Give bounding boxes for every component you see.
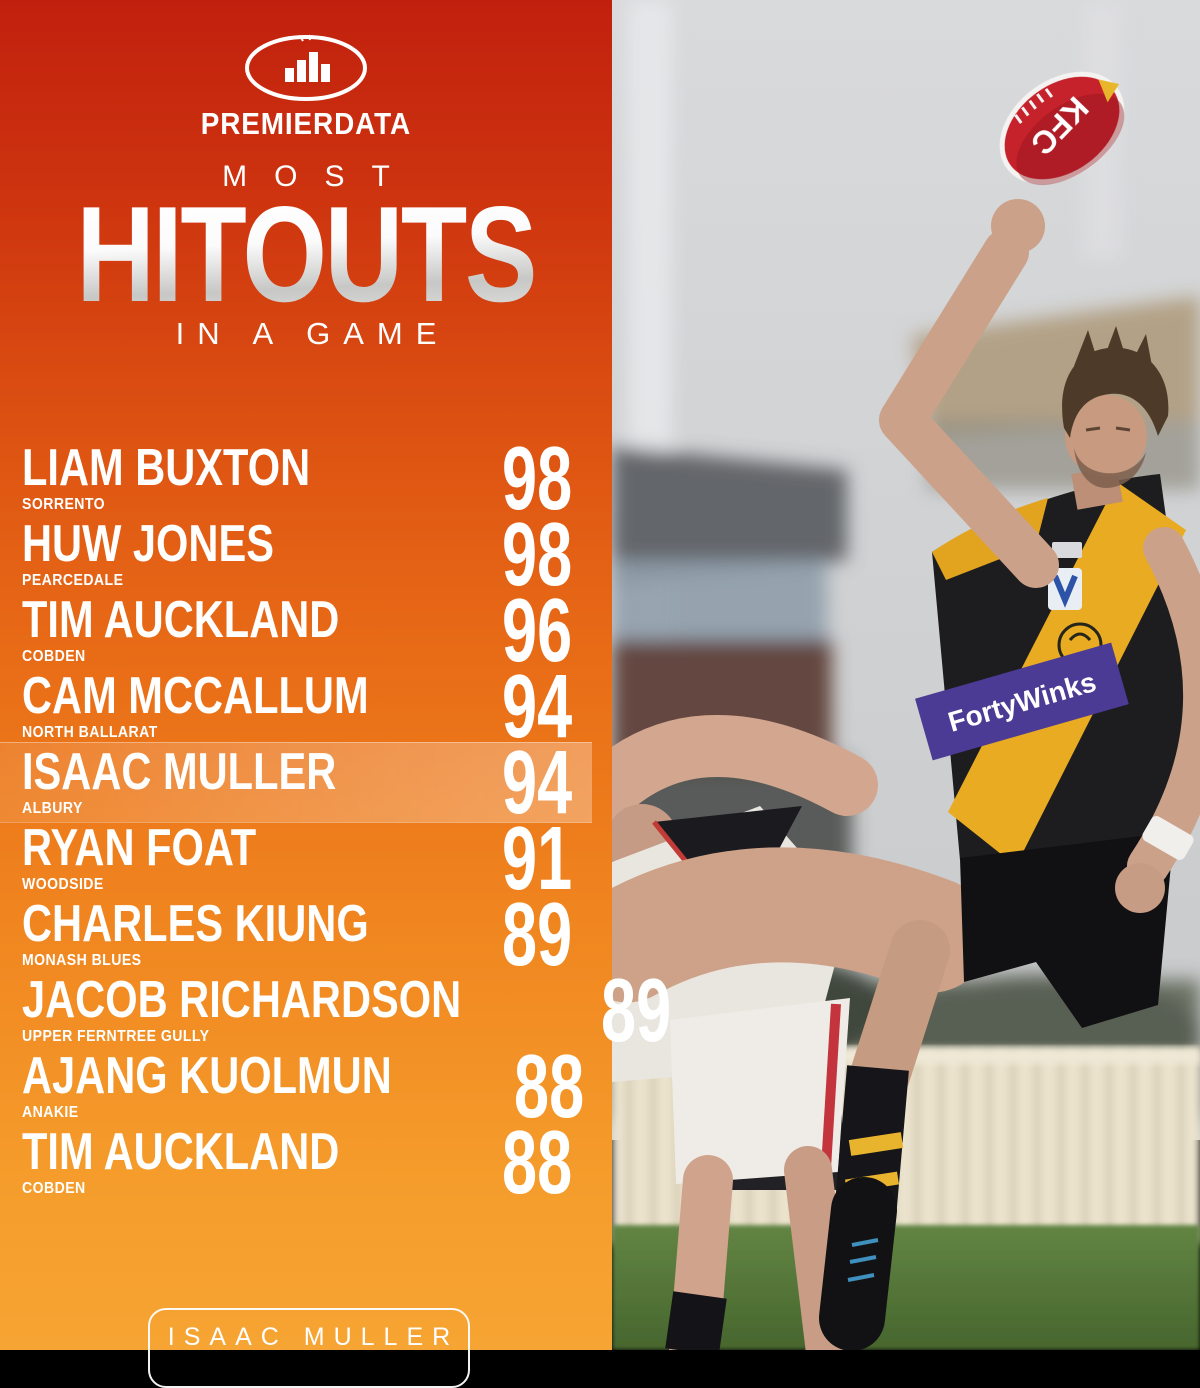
leaderboard-row: TIM AUCKLAND COBDEN 88 <box>0 1113 592 1213</box>
title-headline: HITOUTS <box>76 178 538 330</box>
player-name: LIAM BUXTON <box>22 439 311 497</box>
leaderboard-panel: PREMIERDATA MOST HITOUTS IN A GAME LIAM … <box>0 0 671 1388</box>
player-value: 88 <box>514 1037 585 1137</box>
leaderboard-row: CAM MCCALLUM NORTH BALLARAT 94 <box>0 657 592 757</box>
player-value: 94 <box>501 657 572 757</box>
player-club: WOODSIDE <box>22 875 104 893</box>
player-value: 91 <box>501 809 572 909</box>
premierdata-logo: PREMIERDATA <box>0 34 612 142</box>
player-name: ISAAC MULLER <box>22 743 337 801</box>
player-value: 98 <box>501 429 572 529</box>
leaderboard-row: LIAM BUXTON SORRENTO 98 <box>0 429 592 529</box>
player-name: CHARLES KIUNG <box>22 895 369 953</box>
leaderboard-row: JACOB RICHARDSON UPPER FERNTREE GULLY 89 <box>0 966 671 1056</box>
player-name: TIM AUCKLAND <box>22 591 340 649</box>
photo-illustration: FortyWinks KFC <box>612 0 1200 1350</box>
player-head <box>1062 326 1169 510</box>
player-name: HUW JONES <box>22 515 274 573</box>
leaderboard-row: AJANG KUOLMUN ANAKIE 88 <box>0 1037 592 1137</box>
player-club: PEARCEDALE <box>22 571 124 589</box>
leaderboard-row: HUW JONES PEARCEDALE 98 <box>0 505 592 605</box>
brand-name: PREMIERDATA <box>200 106 412 141</box>
main-player: FortyWinks <box>612 199 1200 1350</box>
wristband <box>1142 816 1194 860</box>
player-club: COBDEN <box>22 1179 86 1197</box>
player-name: AJANG KUOLMUN <box>22 1047 392 1105</box>
logo-football-icon <box>245 34 367 101</box>
football-ball: KFC <box>999 71 1125 185</box>
raised-arm <box>879 229 1059 588</box>
player-club: UPPER FERNTREE GULLY <box>22 1027 210 1045</box>
player-value: 88 <box>501 1113 572 1213</box>
player-value: 89 <box>600 961 672 1061</box>
leaderboard-row: RYAN FOAT WOODSIDE 91 <box>0 809 592 909</box>
player-name: TIM AUCKLAND <box>22 1123 340 1181</box>
featured-player-tag: ISAAC MULLER <box>148 1308 470 1388</box>
player-club: ANAKIE <box>22 1103 79 1121</box>
player-club: ALBURY <box>22 799 83 817</box>
leaderboard-row: CHARLES KIUNG MONASH BLUES 89 <box>0 885 592 985</box>
extended-arm <box>1127 527 1200 887</box>
leaderboard: LIAM BUXTON SORRENTO 98 HUW JONES PEARCE… <box>0 429 671 1213</box>
player-club: MONASH BLUES <box>22 951 142 969</box>
player-club: NORTH BALLARAT <box>22 723 158 741</box>
football-boot <box>819 1177 897 1350</box>
leaderboard-row: TIM AUCKLAND COBDEN 96 <box>0 581 592 681</box>
player-name: RYAN FOAT <box>22 819 257 877</box>
player-club: COBDEN <box>22 647 86 665</box>
title-subtitle: IN A GAME <box>175 316 450 351</box>
player-value: 94 <box>501 733 572 833</box>
title-kicker: MOST <box>222 160 417 193</box>
player-value: 98 <box>501 505 572 605</box>
player-value: 96 <box>501 581 572 681</box>
player-name: CAM MCCALLUM <box>22 667 369 725</box>
leaderboard-row-highlighted: ISAAC MULLER ALBURY 94 <box>0 733 592 833</box>
player-value: 89 <box>501 885 572 985</box>
player-club: SORRENTO <box>22 495 106 513</box>
player-name: JACOB RICHARDSON <box>22 971 462 1029</box>
